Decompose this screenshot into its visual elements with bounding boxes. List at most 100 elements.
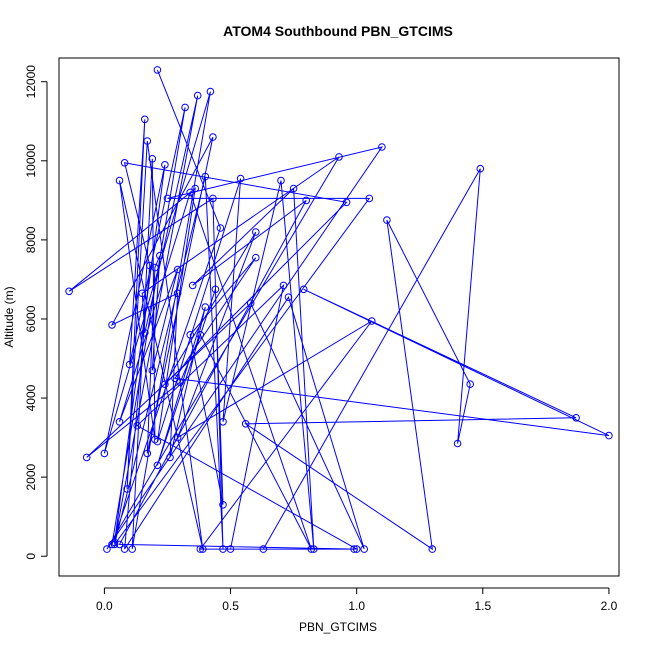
data-point	[241, 420, 250, 428]
y-axis-label: Altitude (m)	[2, 286, 16, 347]
data-point	[123, 485, 131, 493]
data-point	[350, 545, 358, 553]
data-point	[368, 317, 376, 325]
data-point	[335, 153, 343, 161]
data-point	[153, 66, 162, 74]
x-tick-label: 1.0	[348, 599, 365, 613]
data-point	[173, 433, 182, 442]
y-tick-label: 10000	[24, 144, 38, 178]
data-point	[141, 329, 149, 337]
data-point	[128, 545, 136, 553]
data-point	[171, 374, 179, 383]
data-point	[252, 253, 260, 262]
data-point	[196, 545, 205, 553]
data-point	[143, 449, 152, 458]
data-point	[201, 172, 210, 181]
data-point	[193, 91, 202, 100]
data-point	[378, 143, 386, 151]
data-point	[206, 87, 215, 96]
y-tick-label: 12000	[24, 65, 38, 99]
data-point	[219, 545, 227, 553]
data-point	[161, 380, 169, 389]
data-point	[148, 366, 157, 375]
x-tick-label: 2.0	[601, 599, 618, 613]
data-point	[153, 461, 162, 470]
data-point	[151, 435, 159, 444]
data-point	[209, 194, 217, 203]
data-point	[176, 378, 184, 387]
data-point	[120, 545, 129, 553]
data-point	[138, 289, 146, 298]
data-point	[65, 287, 73, 296]
data-point	[173, 265, 182, 274]
data-point	[476, 164, 485, 173]
data-point	[108, 540, 116, 549]
series-line	[68, 69, 610, 551]
y-tick-label: 8000	[24, 226, 38, 253]
data-point	[209, 133, 217, 141]
data-point	[199, 545, 207, 553]
data-point	[360, 545, 369, 553]
data-point	[307, 545, 316, 553]
data-point	[246, 299, 255, 308]
x-tick-label: 0.0	[96, 599, 113, 613]
data-point	[216, 224, 225, 232]
data-point	[181, 103, 189, 112]
data-point	[108, 321, 116, 329]
data-point	[146, 261, 154, 270]
data-point	[125, 360, 134, 369]
data-point	[156, 251, 164, 260]
data-point	[110, 538, 119, 547]
data-point	[141, 115, 149, 124]
data-point	[115, 418, 124, 426]
data-point	[120, 159, 129, 167]
data-point	[289, 184, 298, 193]
y-tick-label: 4000	[24, 384, 38, 411]
data-point	[115, 540, 124, 549]
data-point	[605, 431, 613, 440]
data-point	[163, 194, 172, 203]
chart-title: ATOM4 Southbound PBN_GTCIMS	[223, 23, 453, 39]
data-point	[259, 545, 268, 553]
data-point	[342, 198, 351, 207]
data-point	[236, 174, 245, 183]
data-point	[82, 453, 91, 462]
y-tick-label: 0	[24, 553, 38, 560]
data-point	[383, 216, 391, 224]
data-point	[153, 437, 162, 446]
data-point	[161, 161, 169, 169]
data-point	[133, 421, 141, 430]
series-layer	[65, 66, 613, 553]
data-point	[428, 545, 437, 553]
data-point	[151, 263, 159, 272]
y-tick-label: 6000	[24, 305, 38, 332]
x-axis-label: PBN_GTCIMS	[299, 620, 377, 634]
data-point	[148, 155, 157, 163]
data-point	[173, 289, 182, 298]
data-point	[299, 285, 308, 294]
data-point	[352, 545, 361, 553]
data-point	[277, 176, 285, 185]
y-axis: 0 2000 4000 6000 8000 10000 12000	[24, 65, 48, 560]
data-point	[310, 545, 318, 553]
data-point	[196, 331, 205, 339]
data-point	[186, 331, 194, 339]
data-point	[219, 501, 227, 509]
data-point	[219, 418, 227, 426]
plot-frame	[58, 57, 620, 577]
data-point	[466, 380, 475, 389]
data-point	[186, 188, 194, 197]
data-point	[143, 137, 152, 145]
data-point	[191, 184, 199, 193]
data-point	[188, 281, 197, 290]
data-point	[365, 194, 374, 203]
x-tick-label: 0.5	[222, 599, 239, 613]
data-point	[115, 176, 124, 185]
data-point	[279, 281, 288, 290]
data-point	[252, 228, 260, 236]
data-point	[302, 196, 311, 205]
data-point	[284, 293, 293, 302]
data-point	[453, 439, 462, 448]
